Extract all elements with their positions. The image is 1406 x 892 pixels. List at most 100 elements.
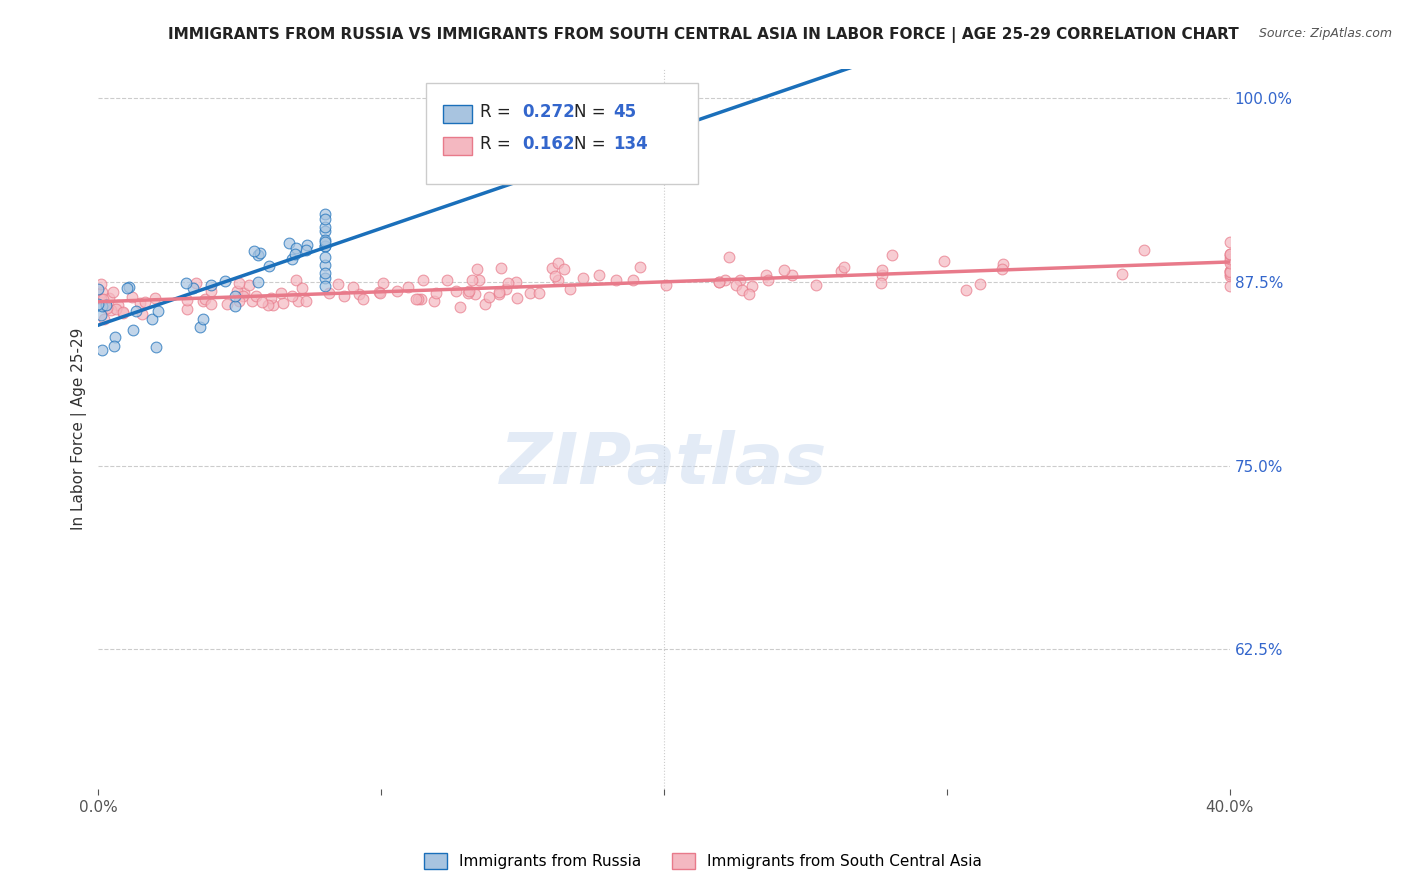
- Immigrants from South Central Asia: [193, 292, 215, 306]
- Immigrants from South Central Asia: [257, 298, 280, 312]
- Immigrants from South Central Asia: [134, 295, 156, 310]
- Immigrants from Russia: [122, 323, 145, 337]
- Text: 0.272: 0.272: [523, 103, 575, 120]
- Immigrants from Russia: [118, 280, 141, 294]
- Immigrants from Russia: [90, 308, 112, 322]
- Immigrants from Russia: [224, 289, 246, 303]
- Immigrants from Russia: [295, 238, 318, 252]
- Immigrants from South Central Asia: [352, 292, 374, 306]
- Text: R =: R =: [479, 103, 510, 120]
- Immigrants from South Central Asia: [1219, 252, 1241, 266]
- Immigrants from South Central Asia: [107, 298, 129, 312]
- Immigrants from Russia: [314, 212, 336, 227]
- Immigrants from South Central Asia: [882, 248, 904, 262]
- Immigrants from Russia: [314, 220, 336, 235]
- Immigrants from Russia: [257, 259, 280, 273]
- Immigrants from Russia: [145, 340, 167, 354]
- Immigrants from Russia: [314, 250, 336, 264]
- Immigrants from South Central Asia: [741, 279, 763, 293]
- FancyBboxPatch shape: [443, 137, 471, 155]
- Immigrants from South Central Asia: [955, 283, 977, 297]
- Immigrants from Russia: [124, 304, 146, 318]
- Immigrants from South Central Asia: [991, 261, 1014, 276]
- Immigrants from South Central Asia: [287, 293, 309, 308]
- Immigrants from Russia: [242, 244, 264, 258]
- Immigrants from South Central Asia: [143, 291, 166, 305]
- Immigrants from South Central Asia: [405, 292, 427, 306]
- Text: 0.162: 0.162: [523, 136, 575, 153]
- Immigrants from South Central Asia: [273, 296, 295, 310]
- Immigrants from South Central Asia: [1133, 243, 1156, 257]
- Immigrants from Russia: [281, 252, 304, 266]
- Immigrants from South Central Asia: [90, 277, 112, 292]
- Immigrants from Russia: [314, 235, 336, 249]
- Immigrants from South Central Asia: [98, 291, 121, 305]
- Immigrants from Russia: [91, 343, 114, 358]
- Immigrants from South Central Asia: [1111, 267, 1133, 281]
- Immigrants from South Central Asia: [780, 268, 803, 282]
- Immigrants from South Central Asia: [731, 283, 754, 297]
- Immigrants from Russia: [91, 299, 114, 313]
- Immigrants from South Central Asia: [547, 273, 569, 287]
- Immigrants from Russia: [314, 239, 336, 253]
- Text: ZIPatlas: ZIPatlas: [501, 430, 828, 500]
- Immigrants from South Central Asia: [228, 277, 250, 291]
- Immigrants from South Central Asia: [423, 293, 446, 308]
- Immigrants from South Central Asia: [934, 253, 956, 268]
- Immigrants from South Central Asia: [553, 262, 575, 277]
- Immigrants from Russia: [224, 299, 246, 313]
- Immigrants from South Central Asia: [342, 279, 364, 293]
- Text: IMMIGRANTS FROM RUSSIA VS IMMIGRANTS FROM SOUTH CENTRAL ASIA IN LABOR FORCE | AG: IMMIGRANTS FROM RUSSIA VS IMMIGRANTS FRO…: [167, 27, 1239, 43]
- Immigrants from South Central Asia: [756, 273, 779, 287]
- Immigrants from South Central Asia: [176, 302, 198, 317]
- Immigrants from South Central Asia: [621, 272, 644, 286]
- Text: 134: 134: [613, 136, 648, 153]
- Immigrants from South Central Asia: [1219, 254, 1241, 268]
- Immigrants from South Central Asia: [240, 293, 263, 308]
- Immigrants from Russia: [314, 224, 336, 238]
- Immigrants from South Central Asia: [1219, 265, 1241, 279]
- Immigrants from South Central Asia: [465, 262, 488, 277]
- Immigrants from South Central Asia: [728, 273, 751, 287]
- Immigrants from South Central Asia: [1219, 255, 1241, 269]
- Immigrants from South Central Asia: [200, 284, 222, 298]
- Immigrants from South Central Asia: [628, 260, 651, 275]
- Immigrants from South Central Asia: [544, 268, 567, 283]
- Immigrants from South Central Asia: [540, 260, 562, 275]
- Immigrants from South Central Asia: [101, 285, 124, 299]
- Immigrants from South Central Asia: [505, 275, 527, 289]
- Immigrants from South Central Asia: [547, 256, 569, 270]
- Immigrants from South Central Asia: [869, 276, 891, 290]
- Immigrants from Russia: [295, 243, 318, 257]
- Immigrants from South Central Asia: [1219, 264, 1241, 278]
- Immigrants from South Central Asia: [572, 270, 595, 285]
- Immigrants from South Central Asia: [1219, 249, 1241, 263]
- Immigrants from Russia: [183, 281, 205, 295]
- Immigrants from South Central Asia: [281, 288, 304, 302]
- Immigrants from South Central Asia: [755, 268, 778, 282]
- Immigrants from Russia: [284, 240, 307, 254]
- Immigrants from South Central Asia: [215, 296, 238, 310]
- Immigrants from South Central Asia: [496, 277, 519, 291]
- Immigrants from Russia: [314, 279, 336, 293]
- Immigrants from South Central Asia: [91, 285, 114, 299]
- Immigrants from South Central Asia: [347, 287, 370, 301]
- Immigrants from South Central Asia: [707, 275, 730, 289]
- Immigrants from South Central Asia: [717, 250, 740, 264]
- Immigrants from South Central Asia: [830, 264, 852, 278]
- Immigrants from South Central Asia: [373, 277, 395, 291]
- Immigrants from South Central Asia: [495, 282, 517, 296]
- Immigrants from South Central Asia: [228, 293, 250, 308]
- Immigrants from Russia: [314, 259, 336, 273]
- Immigrants from South Central Asia: [558, 282, 581, 296]
- Immigrants from South Central Asia: [724, 278, 747, 293]
- Immigrants from South Central Asia: [425, 285, 447, 300]
- Immigrants from South Central Asia: [464, 287, 486, 301]
- Immigrants from South Central Asia: [714, 273, 737, 287]
- Immigrants from South Central Asia: [91, 293, 114, 307]
- Immigrants from South Central Asia: [709, 276, 731, 290]
- Immigrants from South Central Asia: [226, 285, 249, 299]
- Immigrants from South Central Asia: [260, 291, 283, 305]
- Immigrants from Russia: [249, 246, 271, 260]
- Immigrants from South Central Asia: [444, 284, 467, 298]
